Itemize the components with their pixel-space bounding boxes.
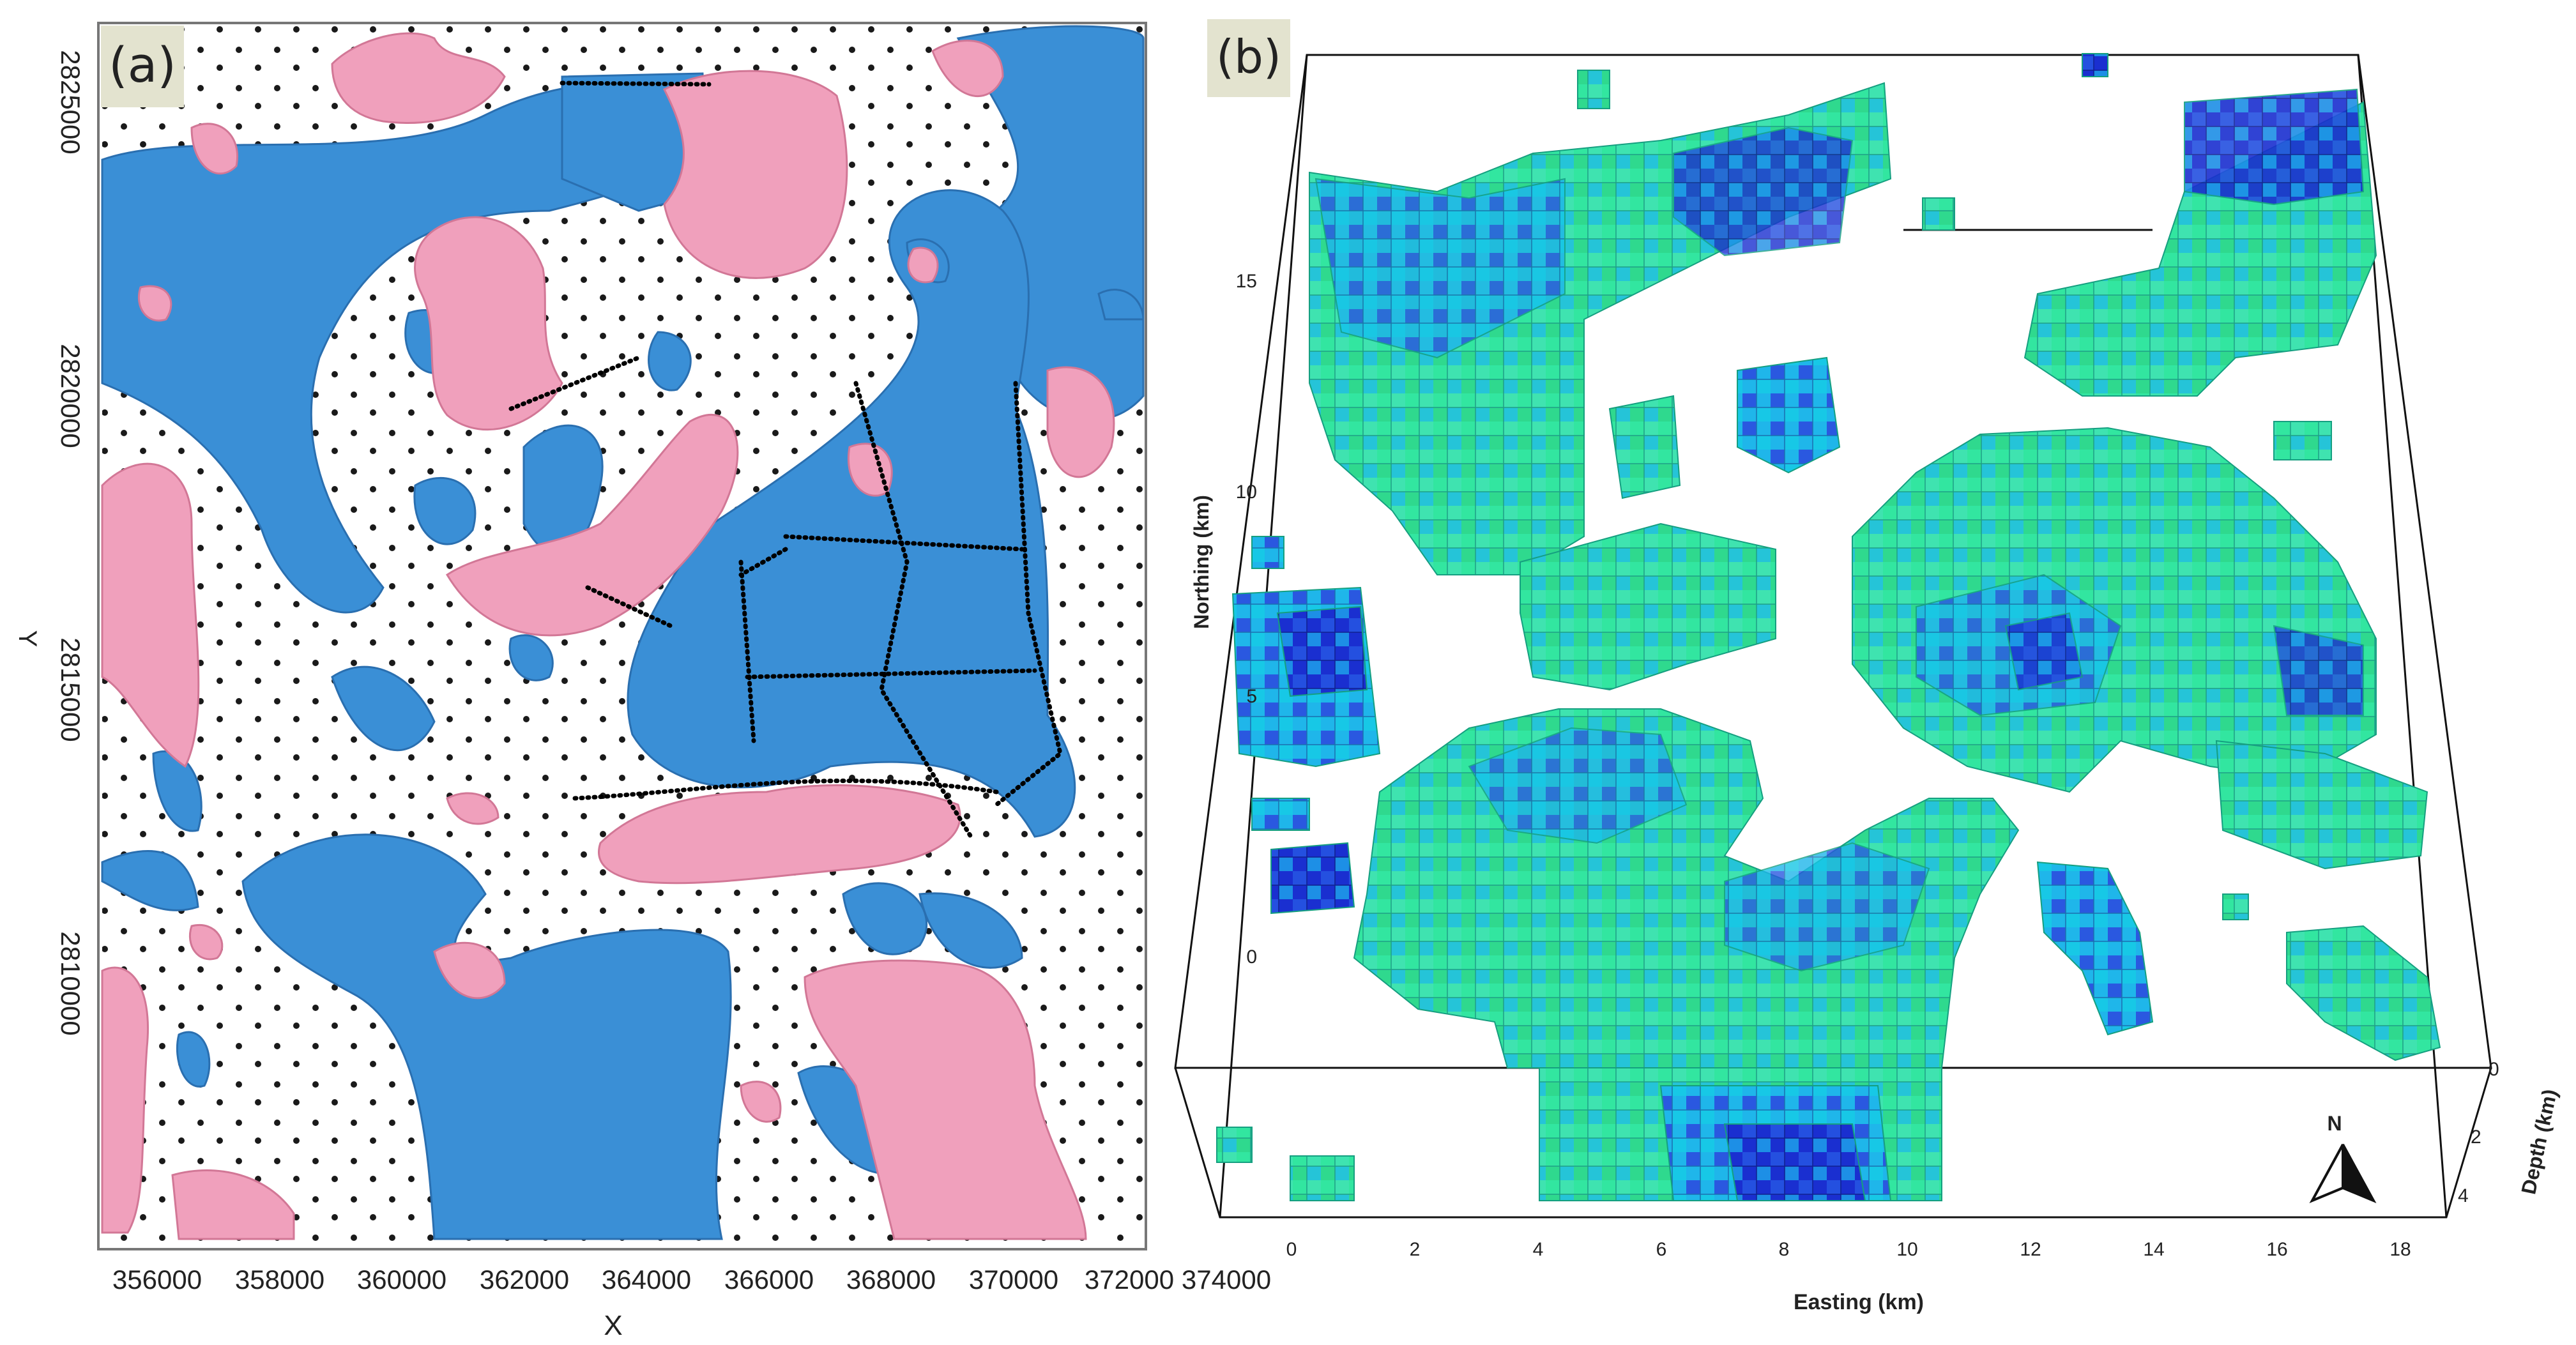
panel-b-y-label: Northing (km): [1190, 495, 1213, 629]
negative-isosurfaces: [101, 25, 1145, 1240]
panel-a-y-label: Y: [13, 630, 42, 648]
north-arrow: N: [2309, 1112, 2377, 1204]
panel-a-x-label: X: [604, 1310, 622, 1341]
voxel-clusters: [1216, 53, 2441, 1201]
y-tick: 0: [1246, 946, 1257, 968]
panel-b-label: (b): [1207, 19, 1290, 97]
north-label: N: [2327, 1112, 2342, 1135]
x-tick: 2: [1410, 1239, 1421, 1260]
z-tick: 2: [2471, 1127, 2481, 1148]
x-tick: 362000: [480, 1265, 569, 1295]
x-tick: 360000: [357, 1265, 446, 1295]
x-tick: 368000: [846, 1265, 936, 1295]
panel-a-plot-area: [97, 22, 1147, 1250]
positive-isosurfaces: [101, 32, 1115, 1240]
panel-b-label-text: (b): [1216, 30, 1281, 84]
x-tick: 4: [1533, 1239, 1544, 1260]
z-tick: 0: [2488, 1059, 2499, 1080]
x-tick: 356000: [112, 1265, 202, 1295]
panel-b-z-label: Depth (km): [2517, 1087, 2561, 1196]
y-tick: 5: [1246, 686, 1257, 707]
panel-a-label-text: (a): [109, 36, 176, 93]
y-tick: 2820000: [56, 344, 86, 448]
x-tick: 10: [1896, 1239, 1917, 1260]
x-tick: 6: [1656, 1239, 1667, 1260]
x-tick: 364000: [602, 1265, 691, 1295]
panel-b-x-ticks: 0 2 4 6 8 10 12 14 16 18: [1286, 1239, 2411, 1260]
panel-a-label: (a): [101, 26, 184, 107]
x-tick: 16: [2266, 1239, 2287, 1260]
survey-lines: [508, 80, 1063, 839]
x-tick: 18: [2389, 1239, 2411, 1260]
x-tick: 0: [1286, 1239, 1297, 1260]
panel-b-y-ticks: 15 10 5 0: [1236, 271, 1257, 968]
x-tick: 372000: [1085, 1265, 1174, 1295]
panel-a-y-ticks: 2825000 2820000 2815000 2810000: [56, 50, 86, 1036]
y-tick: 15: [1236, 271, 1257, 292]
x-tick: 366000: [724, 1265, 814, 1295]
y-tick: 2815000: [56, 637, 86, 742]
z-tick: 4: [2458, 1185, 2469, 1206]
panel-b: (b) 15 10 5 0 Northing (km) 0 2 4 6 8 10…: [1174, 19, 2561, 1314]
x-tick: 374000: [1182, 1265, 1271, 1295]
y-tick: 2810000: [56, 931, 86, 1036]
panel-b-z-ticks: 0 2 4: [2458, 1059, 2499, 1206]
x-tick: 8: [1779, 1239, 1790, 1260]
y-tick: 2825000: [56, 50, 86, 155]
y-tick: 10: [1236, 482, 1257, 503]
panel-a-x-ticks: 356000 358000 360000 362000 364000 36600…: [112, 1265, 1271, 1295]
x-tick: 358000: [235, 1265, 324, 1295]
panel-a: (a) 356000 358000 360000 362000 364000 3…: [13, 22, 1271, 1341]
x-tick: 370000: [969, 1265, 1058, 1295]
x-tick: 12: [2020, 1239, 2041, 1260]
panel-b-x-label: Easting (km): [1794, 1290, 1924, 1314]
x-tick: 14: [2143, 1239, 2164, 1260]
